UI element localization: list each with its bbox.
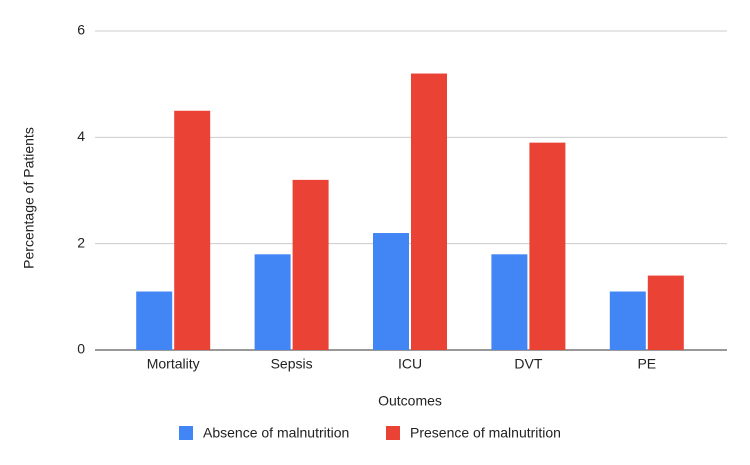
bar (609, 291, 646, 350)
bar (292, 179, 329, 350)
x-tick-label: Mortality (147, 356, 200, 372)
legend-label: Absence of malnutrition (203, 425, 349, 441)
y-tick-label: 6 (77, 22, 85, 38)
bar (373, 233, 409, 350)
x-axis-label: Outcomes (378, 393, 442, 409)
x-tick-label: ICU (398, 356, 422, 372)
bar (529, 142, 566, 350)
y-tick-label: 2 (77, 234, 85, 250)
legend-swatch (386, 426, 400, 440)
bar (411, 73, 447, 351)
x-tick-label: PE (637, 356, 656, 372)
x-tick-label: Sepsis (271, 356, 313, 372)
y-tick-label: 0 (77, 341, 85, 357)
y-axis-label: Percentage of Patients (21, 127, 37, 269)
legend-label: Presence of malnutrition (410, 425, 561, 441)
bar (174, 110, 211, 350)
x-tick-label: DVT (514, 356, 542, 372)
legend-swatch (179, 426, 193, 440)
bar (647, 275, 684, 350)
bar (254, 254, 291, 350)
bar (491, 254, 528, 350)
y-tick-label: 4 (77, 128, 85, 144)
bar (136, 291, 173, 350)
